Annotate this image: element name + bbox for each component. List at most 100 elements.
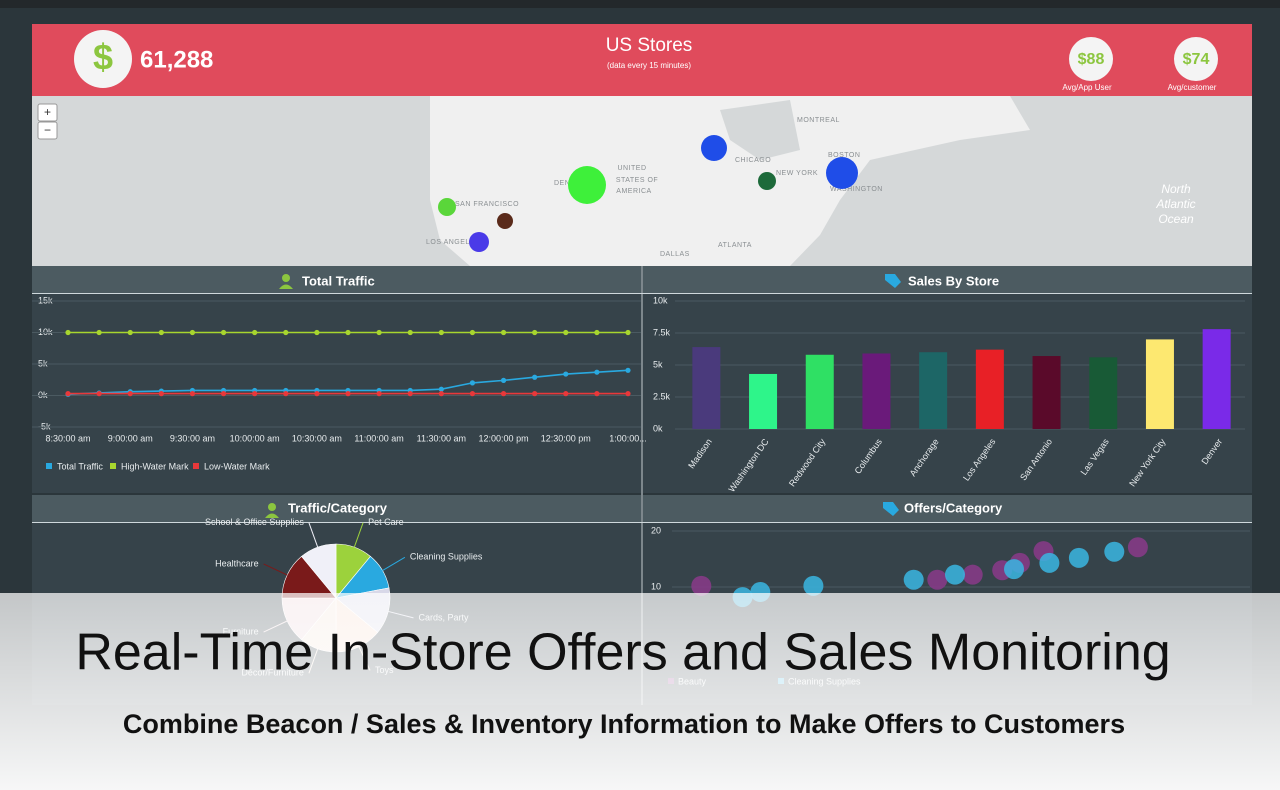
legend-label: Low-Water Mark (204, 461, 270, 471)
zoom-out[interactable] (37, 121, 58, 140)
kpi-value: $88 (1078, 51, 1105, 68)
point (532, 329, 538, 336)
point (594, 329, 600, 336)
point (438, 386, 444, 392)
x-tick-label: 11:30:00 am (417, 433, 466, 443)
leader-line (353, 522, 364, 548)
x-tick-label: 12:30:00 pm (541, 433, 591, 443)
bubble (945, 564, 965, 585)
zoom-in-label[interactable]: + (44, 105, 51, 119)
user-icon (268, 503, 276, 511)
zoom-in[interactable] (37, 103, 58, 122)
point (625, 329, 631, 336)
point (65, 329, 71, 336)
panel-header (32, 266, 641, 293)
bar (1089, 357, 1118, 429)
slice-label: Healthcare (215, 558, 259, 568)
legend-label: Total Traffic (57, 461, 103, 471)
point (407, 391, 413, 397)
point (594, 391, 600, 397)
panel-title: Traffic/Category (288, 500, 388, 515)
zoom-out-label[interactable]: − (44, 123, 51, 137)
kpi-value: $74 (1183, 51, 1210, 68)
point (469, 329, 476, 336)
map-label: MONTREAL (797, 117, 840, 124)
bar (1202, 329, 1231, 429)
bar (749, 373, 778, 429)
point (314, 329, 320, 336)
panel-title: Sales By Store (908, 273, 999, 288)
point (563, 329, 569, 336)
map-bubble[interactable] (438, 198, 456, 216)
kpi-circle (1069, 37, 1113, 81)
map-bubble[interactable] (469, 232, 489, 252)
map-lakes (720, 100, 800, 160)
map-bubble[interactable] (701, 135, 727, 161)
point (220, 329, 227, 336)
point (407, 329, 413, 336)
point (563, 371, 569, 377)
point (469, 380, 476, 386)
bar (975, 349, 1004, 429)
point (189, 391, 196, 397)
map-bubble[interactable] (568, 166, 606, 204)
point (594, 369, 600, 375)
point (127, 329, 133, 336)
panel-title: Total Traffic (302, 273, 375, 288)
x-tick-label: 10:00:00 am (230, 433, 280, 443)
kpi-label: Avg/customer (1168, 83, 1217, 92)
header-bar (32, 24, 1252, 96)
map-land (430, 96, 1030, 266)
point (532, 374, 538, 380)
point (314, 391, 320, 397)
x-tick-label: 1:00:00... (609, 433, 647, 443)
point (220, 391, 227, 397)
header-title: US Stores (606, 35, 693, 56)
dollar-icon (74, 30, 132, 88)
tag-icon (883, 502, 899, 516)
dollar-sign: $ (93, 37, 113, 78)
point (283, 391, 289, 397)
slice-label: School & Office Supplies (205, 517, 304, 527)
point (96, 329, 102, 336)
map-label: BOSTON (828, 152, 860, 159)
point (469, 391, 476, 397)
panel (32, 266, 641, 493)
point (189, 329, 196, 336)
pie-slice (301, 543, 337, 599)
point (438, 391, 444, 397)
map-label: NEW YORK (776, 170, 818, 177)
map-bubble[interactable] (497, 213, 513, 229)
legend-label: High-Water Mark (121, 461, 189, 471)
x-tick-label: 11:00:00 am (354, 433, 403, 443)
point (563, 391, 569, 397)
panel-title: Offers/Category (904, 500, 1003, 515)
point (438, 329, 444, 336)
kpi-label: Avg/App User (1062, 83, 1112, 92)
kpi-circle (1174, 37, 1218, 81)
map-label: ATLANTA (718, 242, 752, 249)
point (158, 329, 164, 336)
total: 61,288 (140, 46, 213, 73)
caption-title: Real-Time In-Store Offers and Sales Moni… (75, 624, 1170, 682)
map-bubble[interactable] (826, 157, 858, 189)
x-tick-label: 8:30:00 am (45, 433, 90, 443)
map-label: CHICAGO (735, 157, 771, 164)
y-tick-label: 0k (653, 423, 663, 433)
map-label: STATES OF (616, 177, 658, 184)
bar (919, 352, 948, 429)
map-label: DEN (554, 180, 570, 187)
y-tick-label: 5k (653, 359, 663, 369)
point (625, 367, 631, 373)
y-tick-label: -5k (38, 421, 51, 431)
y-tick-label: 15k (38, 295, 53, 305)
point (65, 391, 71, 397)
tag-icon (885, 274, 901, 288)
point (532, 391, 538, 397)
map-bubble[interactable] (758, 172, 776, 190)
map-label: SAN FRANCISCO (455, 201, 519, 208)
point (500, 329, 507, 336)
y-tick-label: 7.5k (653, 327, 671, 337)
slice-label: Pet Care (368, 517, 404, 527)
